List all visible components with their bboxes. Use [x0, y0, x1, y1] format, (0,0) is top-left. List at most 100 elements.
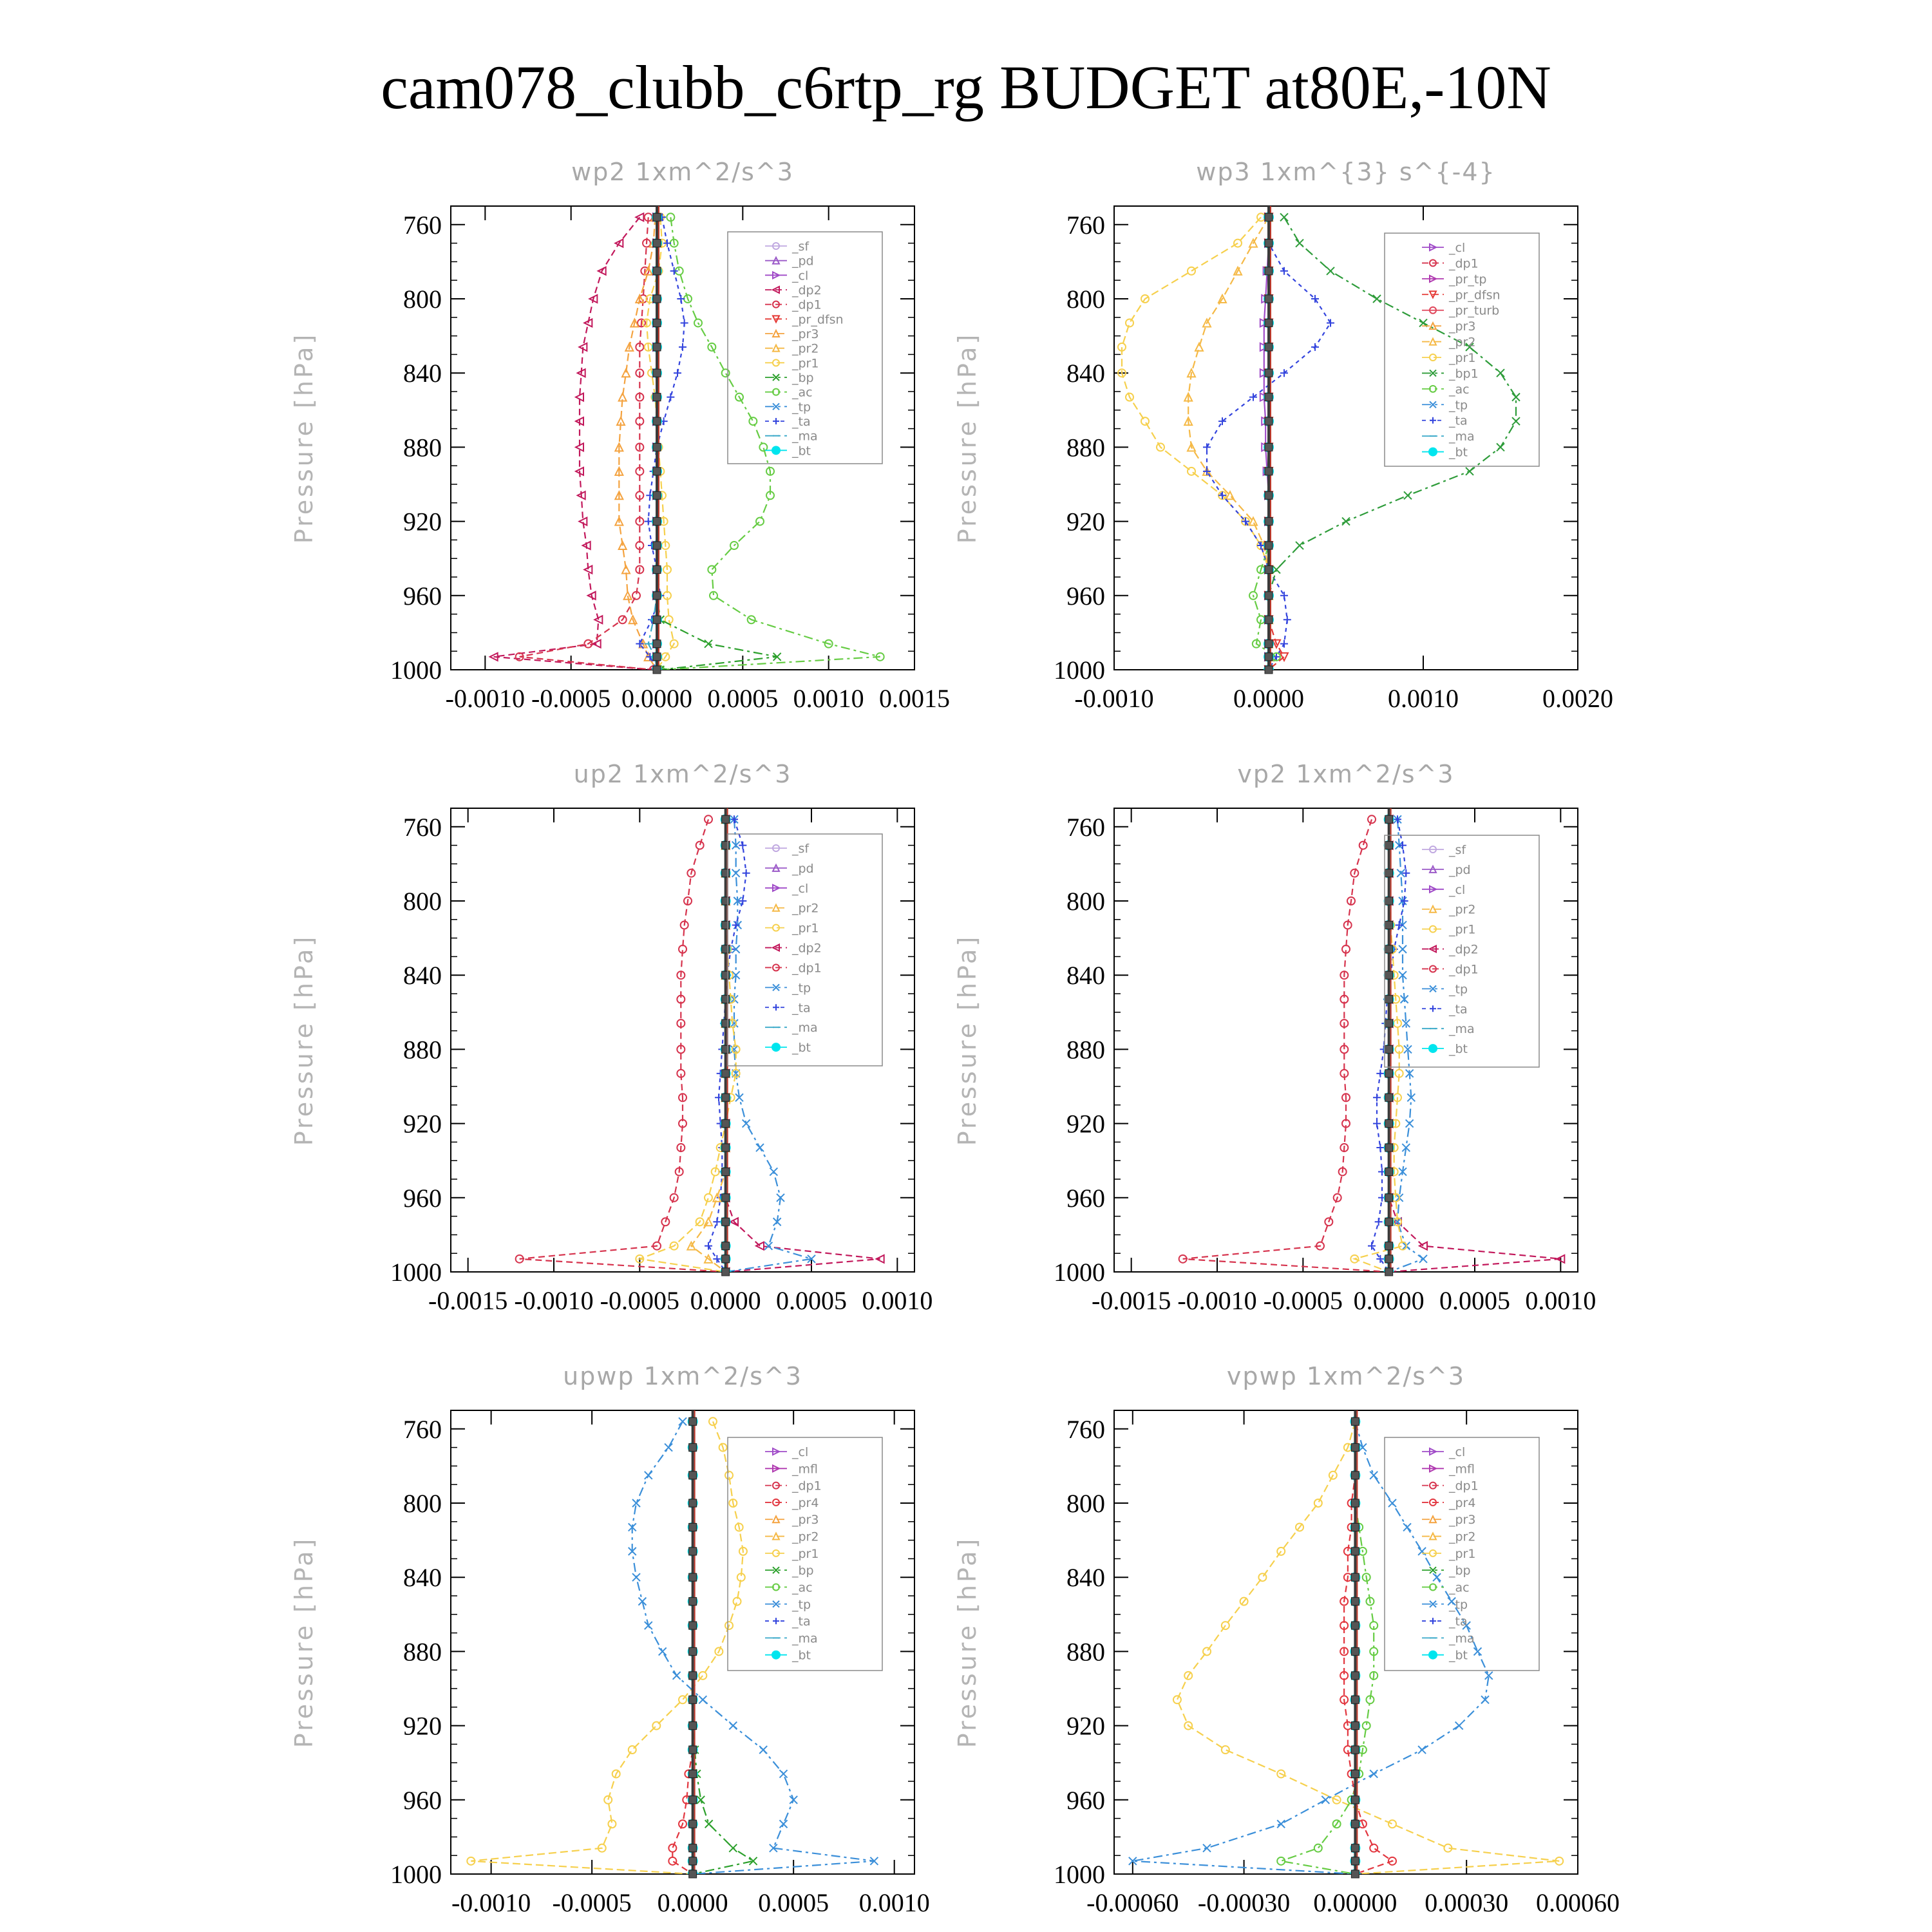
legend-entry: _dp1: [791, 298, 822, 312]
legend-box: [1384, 1437, 1540, 1671]
data-point: [663, 239, 671, 247]
data-point: [710, 1167, 720, 1177]
data-point: [635, 442, 645, 452]
data-point: [735, 392, 744, 402]
zero-marker: [1264, 565, 1273, 574]
data-point: [614, 490, 624, 500]
data-point: [695, 1217, 705, 1227]
x-tick-label: 0.0005: [776, 1286, 847, 1315]
zero-marker: [1350, 1795, 1359, 1804]
data-point: [748, 1857, 758, 1866]
data-point: [1203, 467, 1211, 475]
data-point: [1218, 417, 1226, 426]
legend-entry: _cl: [791, 882, 808, 896]
legend-entry: _pr1: [791, 1547, 819, 1561]
legend-marker: [772, 903, 781, 912]
series-line-_ta: [639, 217, 685, 670]
y-tick-label: 800: [403, 1489, 442, 1518]
legend-entry: _bp: [791, 1564, 814, 1578]
data-point: [1373, 1094, 1381, 1102]
data-point: [1326, 267, 1335, 276]
legend-marker: [1428, 1650, 1437, 1660]
data-point: [1465, 343, 1474, 352]
zero-marker: [688, 1795, 697, 1804]
y-axis-label: Pressure [hPa]: [953, 934, 981, 1146]
data-point: [635, 565, 645, 574]
legend-entry: _sf: [791, 240, 810, 254]
data-point: [1183, 392, 1193, 402]
data-point: [1187, 466, 1196, 476]
data-point: [674, 1167, 684, 1177]
data-point: [664, 1443, 673, 1452]
zero-marker: [721, 1143, 730, 1152]
zero-marker: [1385, 815, 1394, 824]
data-point: [730, 1045, 739, 1054]
data-point: [724, 1470, 734, 1480]
legend-entry: _bt: [791, 1041, 811, 1055]
data-point: [676, 1019, 686, 1028]
data-point: [1369, 1769, 1378, 1779]
data-point: [663, 565, 672, 574]
data-point: [652, 1241, 661, 1251]
x-tick-label: -0.0010: [1074, 684, 1153, 713]
data-point: [1220, 1621, 1230, 1631]
data-point: [1249, 591, 1258, 600]
legend-entry: _mfl: [1448, 1462, 1475, 1476]
legend-box: [1384, 835, 1540, 1068]
data-point: [670, 267, 678, 275]
data-point: [578, 516, 588, 527]
legend-entry: _pr1: [1448, 351, 1475, 365]
legend-entry: _dp1: [791, 961, 822, 975]
data-point: [1218, 491, 1226, 500]
y-tick-label: 760: [403, 1415, 442, 1444]
legend-entry: _pr1: [1448, 1547, 1475, 1561]
legend-entry: _dp1: [791, 1479, 822, 1493]
zero-marker: [1264, 267, 1273, 276]
zero-marker: [688, 1870, 697, 1879]
legend-marker: [1429, 306, 1437, 314]
data-point: [1141, 294, 1150, 303]
data-point: [1454, 1721, 1464, 1730]
data-point: [1365, 1695, 1375, 1705]
legend-marker: [1428, 447, 1437, 457]
legend-marker: [1429, 925, 1437, 933]
data-point: [1443, 1843, 1453, 1853]
zero-marker: [688, 1647, 697, 1656]
data-point: [1350, 1254, 1359, 1264]
data-point: [1369, 1471, 1378, 1480]
data-point: [875, 652, 885, 661]
zero-marker: [688, 1819, 697, 1828]
data-point: [1311, 295, 1319, 303]
legend-entry: _bp1: [1448, 366, 1479, 381]
data-point: [1347, 896, 1356, 905]
data-point: [1398, 1167, 1407, 1177]
legend-box: [1384, 232, 1540, 467]
y-tick-label: 960: [403, 1184, 442, 1213]
data-point: [733, 896, 743, 905]
series-group: [515, 814, 885, 1272]
legend-marker: [1429, 846, 1437, 853]
zero-marker: [652, 541, 661, 550]
zero-marker: [1264, 665, 1273, 674]
y-axis-label: Pressure [hPa]: [953, 332, 981, 544]
legend-marker: [772, 374, 780, 381]
data-point: [704, 1819, 714, 1828]
data-point: [614, 442, 624, 452]
data-point: [1340, 1695, 1349, 1705]
legend-entry: _pr2: [1448, 903, 1475, 917]
zero-marker: [1385, 1143, 1394, 1152]
data-point: [676, 971, 686, 980]
x-tick-label: 0.0010: [1388, 684, 1459, 713]
data-point: [1511, 392, 1520, 402]
legend-marker: [772, 315, 781, 324]
data-point: [1417, 1745, 1426, 1754]
data-point: [1484, 1671, 1493, 1680]
data-point: [1398, 971, 1407, 980]
data-point: [1184, 1671, 1193, 1680]
zero-marker: [652, 591, 661, 600]
zero-marker: [652, 318, 661, 327]
data-point: [869, 1857, 879, 1866]
data-point: [759, 442, 768, 452]
data-point: [714, 1647, 724, 1656]
data-point: [636, 639, 644, 648]
